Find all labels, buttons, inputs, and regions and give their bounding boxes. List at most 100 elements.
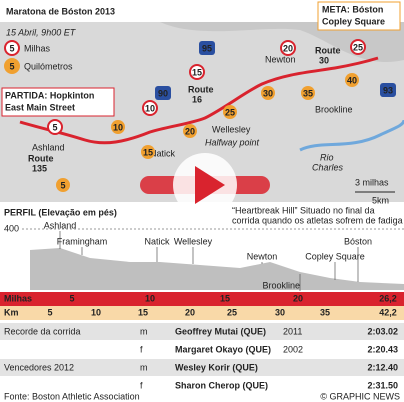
profile-note: corrida quando os atletas sofrem de fadi… xyxy=(232,215,403,225)
miles-value: 20 xyxy=(293,293,303,303)
km-marker xyxy=(301,86,315,100)
mile-marker-text: 20 xyxy=(283,43,293,53)
km-marker-text: 30 xyxy=(263,88,273,98)
table-cell: 2:03.02 xyxy=(367,326,398,336)
halfway-label: Halfway point xyxy=(205,137,260,147)
highway-label: 90 xyxy=(158,88,168,98)
profile-town: Bóston xyxy=(344,236,372,246)
km-marker xyxy=(141,145,155,159)
table-cell: m xyxy=(140,362,148,372)
profile-title: PERFIL (Elevação em pés) xyxy=(4,207,117,217)
river xyxy=(299,119,404,152)
km-value: 20 xyxy=(185,307,195,317)
route-label: Route xyxy=(315,45,341,55)
play-icon[interactable] xyxy=(195,166,225,204)
start-label: East Main Street xyxy=(5,102,75,112)
km-value: 35 xyxy=(320,307,330,317)
km-marker xyxy=(56,178,70,192)
legend-symbol xyxy=(4,58,20,74)
table-cell: Geoffrey Mutai (QUE) xyxy=(175,326,266,336)
km-marker xyxy=(345,73,359,87)
table-cell: Wesley Korir (QUE) xyxy=(175,362,258,372)
highway-label: 95 xyxy=(202,43,212,53)
legend-symbol-text: 5 xyxy=(9,43,14,53)
profile-town: Newton xyxy=(247,251,278,261)
mile-marker-text: 10 xyxy=(145,103,155,113)
profile-town: Framingham xyxy=(57,236,108,246)
km-bar xyxy=(0,306,404,320)
table-cell: Margaret Okayo (QUE) xyxy=(175,344,271,354)
town-label: Natick xyxy=(150,148,176,158)
table-cell: Vencedores 2012 xyxy=(4,362,74,372)
mile-marker-text: 5 xyxy=(52,122,57,132)
route xyxy=(19,56,379,145)
mile-marker xyxy=(350,39,366,55)
km-value: 5 xyxy=(47,307,52,317)
scale-label: 5km xyxy=(372,195,389,205)
table-cell: 2:20.43 xyxy=(367,344,398,354)
route-label: Route xyxy=(28,153,54,163)
town-label: Wellesley xyxy=(212,124,251,134)
town-label: Ashland xyxy=(32,142,65,152)
km-value: 30 xyxy=(275,307,285,317)
table-row xyxy=(0,341,404,358)
table-cell: 2:12.40 xyxy=(367,362,398,372)
table-cell: Recorde da corrida xyxy=(4,326,81,336)
legend-symbol-text: 5 xyxy=(9,61,14,71)
table-cell: 2002 xyxy=(283,344,303,354)
table-row xyxy=(0,323,404,340)
legend-symbol xyxy=(4,40,20,56)
miles-value: 15 xyxy=(220,293,230,303)
profile-town: Brookline xyxy=(262,280,300,290)
title: Maratona de Bóston 2013 xyxy=(6,6,115,16)
elevation xyxy=(30,248,404,290)
km-marker-text: 40 xyxy=(347,75,357,85)
play-button[interactable] xyxy=(140,153,270,217)
km-marker xyxy=(111,120,125,134)
km-marker xyxy=(183,124,197,138)
route-label: Route xyxy=(188,84,214,94)
miles-value: 10 xyxy=(145,293,155,303)
km-marker-text: 10 xyxy=(113,122,123,132)
mile-marker xyxy=(47,119,63,135)
town-label: Newton xyxy=(265,54,296,64)
start-box xyxy=(1,87,115,117)
finish-label: META: Bóston xyxy=(322,4,383,14)
miles-label: Milhas xyxy=(4,293,32,303)
table-cell: Sharon Cherop (QUE) xyxy=(175,380,268,390)
table-cell: 2011 xyxy=(283,326,302,336)
km-marker-text: 35 xyxy=(303,88,313,98)
profile-town: Copley Square xyxy=(305,251,365,261)
route-label: 135 xyxy=(32,163,47,173)
footer-credit: © GRAPHIC NEWS xyxy=(320,391,400,401)
km-marker-text: 20 xyxy=(185,126,195,136)
km-label: Km xyxy=(4,307,19,317)
finish-label: Copley Square xyxy=(322,16,385,26)
profile-town: Ashland xyxy=(44,220,77,230)
table-cell: 2:31.50 xyxy=(367,380,398,390)
river-label: Rio xyxy=(320,152,334,162)
finish-box xyxy=(317,1,401,31)
table-row xyxy=(0,377,404,394)
mile-marker xyxy=(142,100,158,116)
footer-source: Fonte: Boston Athletic Association xyxy=(4,391,140,401)
profile-town: Wellesley xyxy=(174,236,213,246)
route-label: 16 xyxy=(192,94,202,104)
highway-shield xyxy=(199,41,215,55)
date: 15 Abril, 9h00 ET xyxy=(6,27,77,37)
km-marker-text: 15 xyxy=(143,147,153,157)
km-marker-text: 25 xyxy=(225,107,235,117)
km-marker xyxy=(223,105,237,119)
table-cell: f xyxy=(140,380,143,390)
profile-tick: 400 xyxy=(4,223,19,233)
table-cell: f xyxy=(140,344,143,354)
km-value: 42,2 xyxy=(379,307,397,317)
miles-value: 26,2 xyxy=(379,293,397,303)
mile-marker xyxy=(280,40,296,56)
miles-value: 5 xyxy=(69,293,74,303)
route-label: 30 xyxy=(319,55,329,65)
river-label: Charles xyxy=(312,162,344,172)
town-label: Brookline xyxy=(315,104,353,114)
legend-label: Quilómetros xyxy=(24,61,73,71)
